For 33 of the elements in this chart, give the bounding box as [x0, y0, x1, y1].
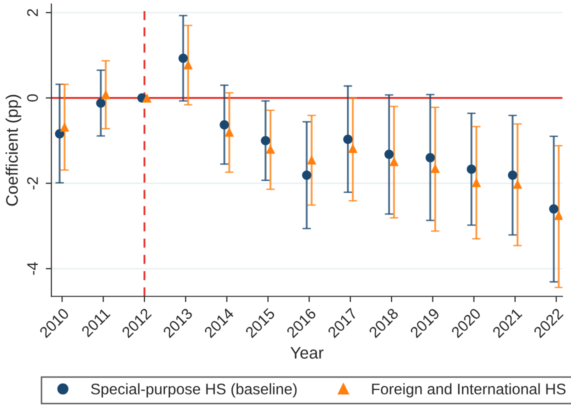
point	[183, 60, 193, 70]
point	[101, 90, 110, 100]
point	[96, 98, 106, 108]
point	[430, 164, 440, 174]
x-axis-title: Year	[290, 347, 324, 359]
point	[554, 210, 562, 220]
legend-label: Foreign and International HS	[372, 383, 566, 398]
y-axis-title: Coefficient (pp)	[6, 94, 22, 206]
point	[343, 134, 353, 144]
point	[60, 122, 70, 132]
legend-label: Special-purpose HS (baseline)	[91, 383, 297, 398]
point	[302, 170, 312, 180]
point	[306, 155, 316, 164]
point	[549, 204, 558, 214]
point	[224, 127, 234, 137]
point	[389, 156, 399, 166]
y-tick-label: -2	[27, 177, 38, 190]
y-tick-label: 2	[27, 9, 38, 16]
point	[348, 144, 358, 153]
point	[142, 93, 152, 103]
point	[178, 54, 188, 63]
point	[384, 150, 394, 159]
point	[54, 129, 64, 138]
point	[260, 136, 270, 146]
point	[266, 144, 276, 154]
y-tick-label: 0	[27, 94, 38, 102]
point	[512, 179, 522, 189]
point	[466, 164, 476, 174]
point	[426, 153, 435, 162]
point	[472, 178, 482, 188]
point	[508, 170, 518, 180]
y-tick-label: -4	[27, 262, 38, 275]
point	[220, 120, 230, 130]
